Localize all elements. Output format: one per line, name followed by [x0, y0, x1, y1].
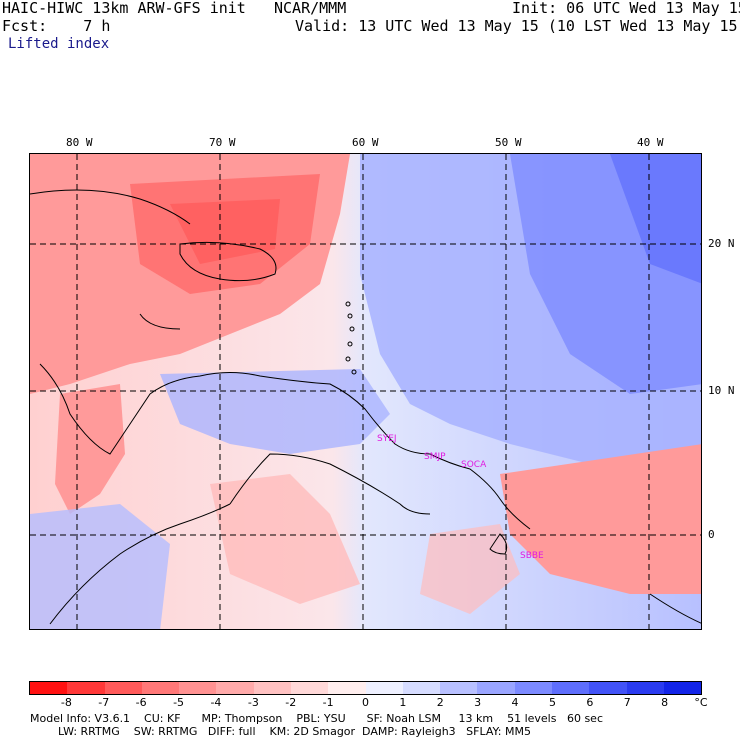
region-amazon-patch	[210, 474, 360, 604]
color-swatch	[179, 682, 217, 694]
color-scale-tick-label: -7	[98, 696, 110, 709]
region-unstable-brazil	[500, 444, 701, 594]
color-swatch	[402, 682, 441, 694]
color-swatch	[30, 682, 68, 694]
color-scale-tick-label: -2	[285, 696, 297, 709]
station-smjp: SMJP	[424, 452, 446, 462]
color-swatch	[67, 682, 105, 694]
color-scale-tick-label: 7	[623, 696, 631, 709]
color-swatch	[141, 682, 180, 694]
color-scale-tick-label: 4	[511, 696, 519, 709]
color-scale-tick-label: 3	[474, 696, 482, 709]
color-swatch	[253, 682, 291, 694]
color-scale-tick-label: 1	[399, 696, 407, 709]
color-swatch	[440, 682, 478, 694]
region-most-stable	[610, 154, 701, 284]
color-swatch	[104, 682, 142, 694]
color-swatch	[365, 682, 403, 694]
color-scale-tick-label: -8	[60, 696, 72, 709]
color-scale-tick-label: -3	[247, 696, 259, 709]
lon-label-70w: 70 W	[209, 136, 236, 149]
field-name: Lifted index	[8, 36, 110, 52]
org-label: NCAR/MMM	[274, 0, 347, 17]
lon-label-40w: 40 W	[637, 136, 664, 149]
color-swatch	[663, 682, 702, 694]
color-swatch	[589, 682, 627, 694]
init-time: Init: 06 UTC Wed 13 May 15	[512, 0, 740, 17]
lon-label-80w: 80 W	[66, 136, 93, 149]
color-scale-tick-label: -1	[322, 696, 334, 709]
model-title: HAIC-HIWC 13km ARW-GFS init	[2, 0, 246, 17]
color-swatch	[477, 682, 515, 694]
region-stable-venezuela	[160, 369, 390, 454]
color-swatch	[328, 682, 366, 694]
lon-label-50w: 50 W	[495, 136, 522, 149]
unit-label: °C	[694, 696, 708, 709]
valid-time: Valid: 13 UTC Wed 13 May 15 (10 LST Wed …	[295, 17, 740, 35]
region-amazon-patch-2	[420, 524, 520, 614]
lat-label-10n: 10 N	[708, 384, 735, 397]
coastlines	[30, 189, 701, 625]
color-scale-tick-label: -6	[135, 696, 147, 709]
color-swatch	[551, 682, 590, 694]
color-swatch	[626, 682, 664, 694]
model-info-line2: LW: RRTMG SW: RRTMG DIFF: full KM: 2D Sm…	[30, 725, 531, 738]
graticule	[30, 154, 701, 629]
model-info-line1: Model Info: V3.6.1 CU: KF MP: Thompson P…	[30, 712, 603, 725]
forecast-hour: Fcst: 7 h	[2, 17, 111, 35]
color-scale-tick-label: -5	[173, 696, 185, 709]
color-swatch	[514, 682, 552, 694]
color-scale-tick-label: 8	[661, 696, 669, 709]
station-soca: SOCA	[461, 460, 487, 470]
map-canvas	[30, 154, 701, 629]
lifted-index-map: SYEJ SMJP SOCA SBBE	[29, 153, 702, 630]
color-scale-tick-label: 6	[586, 696, 594, 709]
station-sbbe: SBBE	[520, 551, 544, 561]
color-swatch	[290, 682, 329, 694]
lat-label-20n: 20 N	[708, 237, 735, 250]
color-swatch	[216, 682, 254, 694]
lon-label-60w: 60 W	[352, 136, 379, 149]
station-syej: SYEJ	[377, 434, 397, 444]
color-scale-tick-label: 5	[548, 696, 556, 709]
lesser-antilles	[345, 301, 357, 375]
color-scale	[29, 681, 702, 695]
color-scale-tick-label: 0	[362, 696, 369, 709]
color-scale-tick-label: -4	[210, 696, 222, 709]
region-unstable-panama	[55, 384, 125, 514]
lat-label-equator: 0	[708, 528, 715, 541]
color-scale-tick-label: 2	[436, 696, 444, 709]
